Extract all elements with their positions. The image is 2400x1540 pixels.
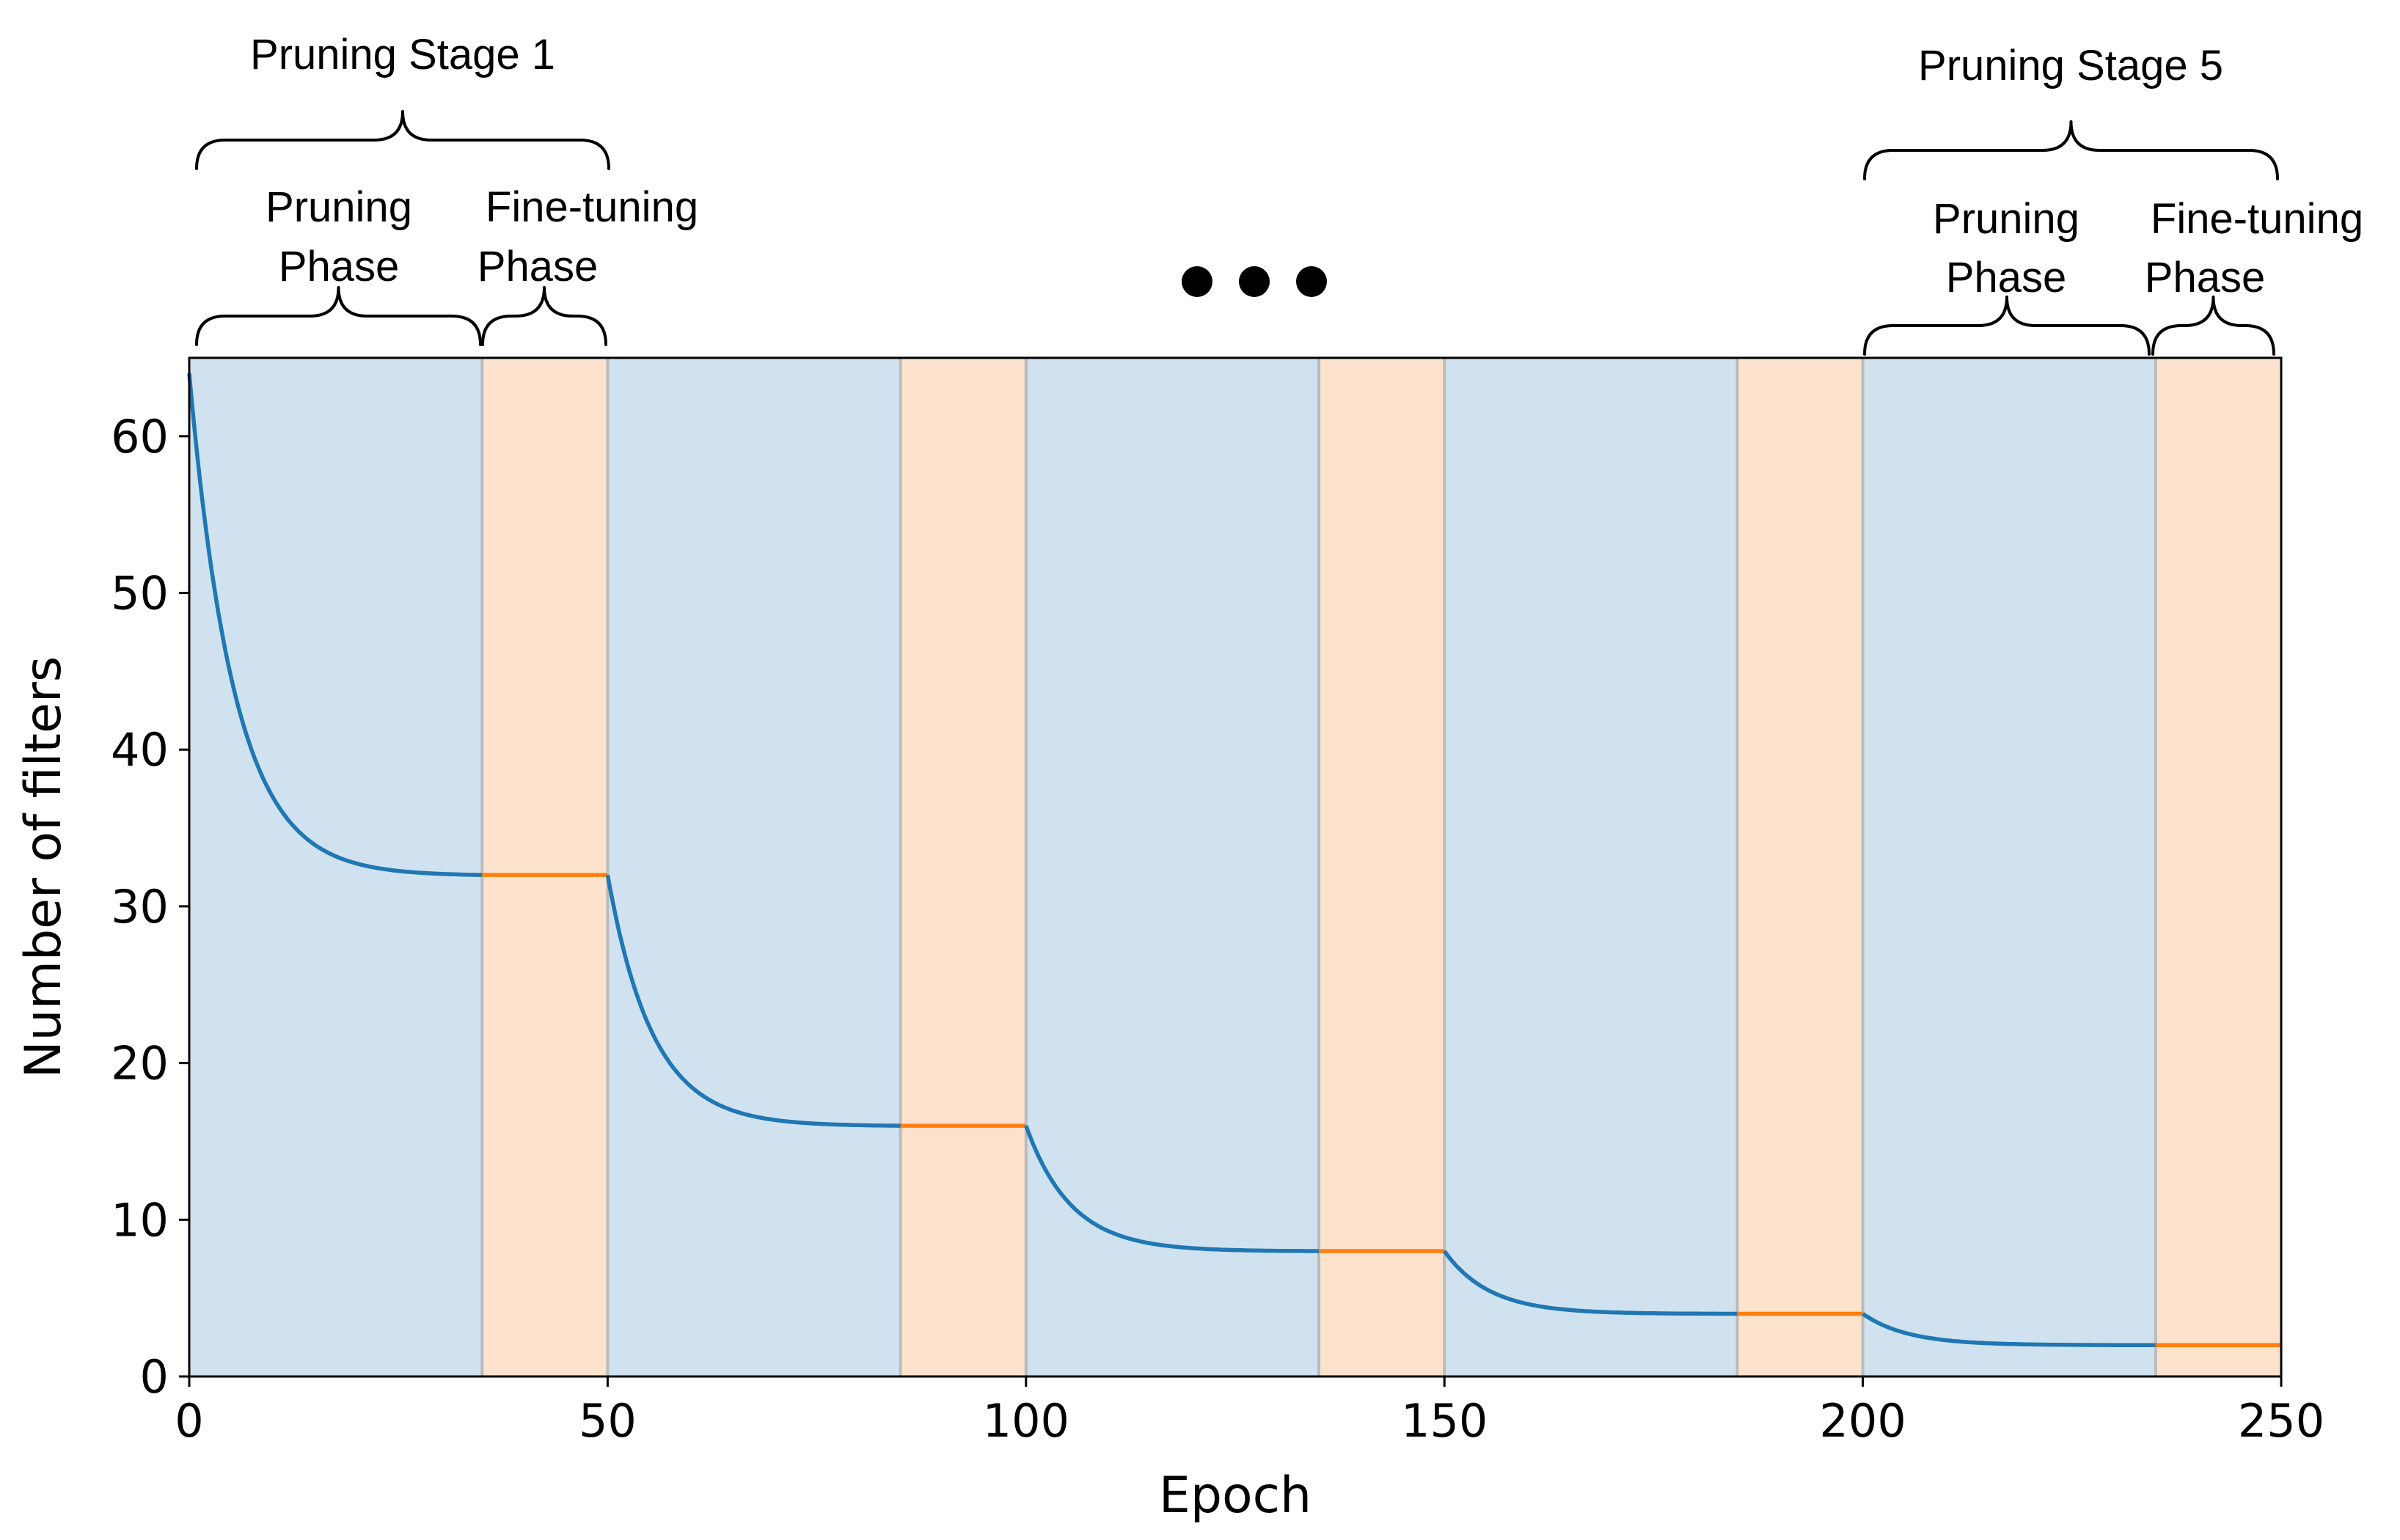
fine-tuning-band-3 — [900, 358, 1026, 1376]
stage5-finetune-brace — [2151, 296, 2275, 356]
stage1-finetune-brace — [481, 286, 607, 346]
stage1-finetune-label-line2: Phase — [478, 243, 598, 290]
pruning-curve-stage-1 — [187, 373, 483, 877]
fine-tuning-band-5 — [1319, 358, 1445, 1376]
y-tick-label-20: 20 — [111, 1037, 169, 1090]
x-tick-label-100: 100 — [983, 1394, 1069, 1448]
ellipsis-dot-1 — [1182, 266, 1212, 297]
pruning-curve-stage-5 — [1862, 1312, 2156, 1348]
y-tick-label-50: 50 — [111, 567, 169, 620]
fine-tuning-band-1 — [482, 358, 608, 1376]
fine-tuning-band-7 — [1737, 358, 1863, 1376]
stage5-annotation: Pruning Stage 5 Pruning Phase Fine-tunin… — [1863, 42, 2363, 356]
stage5-finetune-label-line1: Fine-tuning — [2151, 195, 2363, 243]
pruning-band-2 — [607, 358, 901, 1376]
pruning-band-4 — [1025, 358, 1320, 1376]
stage1-pruning-label-line2: Phase — [279, 243, 399, 290]
y-tick-label-30: 30 — [111, 880, 169, 934]
fine-tuning-band-9 — [2155, 358, 2281, 1376]
pruning-curve-stage-3 — [1024, 1125, 1320, 1253]
stage1-pruning-label-line1: Pruning — [266, 183, 412, 231]
pruning-band-8 — [1862, 358, 2156, 1376]
stage1-finetune-label-line1: Fine-tuning — [486, 183, 698, 231]
phase-bands — [189, 358, 2281, 1376]
stage5-pruning-brace — [1863, 296, 2151, 356]
ellipsis-dot-2 — [1239, 266, 1270, 297]
stage1-annotation: Pruning Stage 1 Pruning Phase Fine-tunin… — [195, 31, 698, 346]
ellipsis-dot-3 — [1296, 266, 1327, 297]
y-axis-ticks: 0 10 20 30 40 50 60 — [111, 410, 189, 1404]
y-tick-label-60: 60 — [111, 410, 169, 463]
pruning-band-6 — [1444, 358, 1738, 1376]
x-tick-label-250: 250 — [2238, 1394, 2324, 1448]
stage5-pruning-label-line1: Pruning — [1933, 195, 2079, 243]
stage1-brace — [195, 110, 610, 170]
x-axis-ticks: 0 50 100 150 200 250 — [175, 1376, 2324, 1448]
x-tick-label-150: 150 — [1401, 1394, 1488, 1448]
x-tick-label-200: 200 — [1819, 1394, 1906, 1448]
ellipsis-dots — [1182, 266, 1327, 297]
stage1-pruning-brace — [195, 286, 482, 346]
x-tick-label-50: 50 — [579, 1394, 637, 1448]
stage5-brace — [1863, 120, 2279, 180]
plot-frame — [188, 356, 2283, 1378]
data-series — [187, 373, 2281, 1348]
phase-boundaries — [480, 358, 2157, 1376]
pruning-curve-stage-2 — [605, 874, 901, 1128]
y-tick-label-10: 10 — [111, 1193, 169, 1247]
stage5-finetune-label-line2: Phase — [2145, 254, 2265, 301]
stage1-title: Pruning Stage 1 — [250, 31, 555, 78]
x-tick-label-0: 0 — [175, 1394, 203, 1448]
y-axis-label: Number of filters — [15, 656, 73, 1079]
pruning-curve-stage-4 — [1442, 1250, 1738, 1316]
y-tick-label-0: 0 — [140, 1350, 169, 1404]
pruning-band-0 — [189, 358, 483, 1376]
y-tick-label-40: 40 — [111, 723, 169, 777]
stage5-pruning-label-line2: Phase — [1946, 254, 2066, 301]
x-axis-label: Epoch — [1159, 1467, 1311, 1525]
stage5-title: Pruning Stage 5 — [1918, 42, 2223, 89]
